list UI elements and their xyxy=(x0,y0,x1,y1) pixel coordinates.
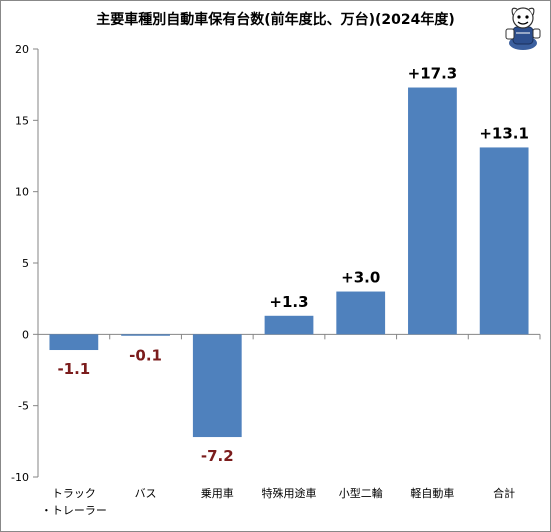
category-label: 特殊用途車 xyxy=(262,486,317,500)
category-label: トラック xyxy=(52,487,96,500)
chart-title: 主要車種別自動車保有台数(前年度比、万台)(2024年度) xyxy=(96,12,455,28)
data-label: +17.3 xyxy=(408,65,458,83)
bar xyxy=(408,87,457,335)
y-tick-label: 15 xyxy=(15,114,29,127)
mascot-icon xyxy=(505,7,541,50)
bar xyxy=(192,334,242,438)
y-tick-label: 0 xyxy=(22,328,29,341)
label-layer: -1.1 トラック・トレーラー -0.1 バス -7.2 乗用車 +1.3 特殊用途車 +3.0… xyxy=(41,65,529,517)
bar xyxy=(264,315,314,335)
data-label: +3.0 xyxy=(341,269,380,287)
bar xyxy=(49,334,99,351)
bar xyxy=(336,291,386,335)
y-tick-label: 10 xyxy=(15,186,29,199)
data-label: -0.1 xyxy=(129,346,162,364)
category-label: 合計 xyxy=(493,486,515,500)
data-label: -7.2 xyxy=(201,447,234,465)
data-label: -1.1 xyxy=(57,360,90,378)
data-label: +13.1 xyxy=(479,124,529,142)
y-tick-label: -10 xyxy=(11,471,29,484)
y-tick-label: 20 xyxy=(15,43,29,56)
y-tick-label: 5 xyxy=(22,257,29,270)
y-tick-label: -5 xyxy=(18,400,29,413)
bar xyxy=(121,334,170,336)
category-label: 乗用車 xyxy=(201,486,234,500)
bar-layer xyxy=(49,87,529,438)
category-label: 小型二輪 xyxy=(339,486,383,500)
category-label: 軽自動車 xyxy=(410,486,454,500)
data-label: +1.3 xyxy=(269,293,308,311)
axis-layer: -10 -5 0 5 10 15 20 xyxy=(11,43,541,484)
category-label: バス xyxy=(135,487,157,500)
category-label: ・トレーラー xyxy=(41,504,107,517)
bar xyxy=(479,147,529,335)
